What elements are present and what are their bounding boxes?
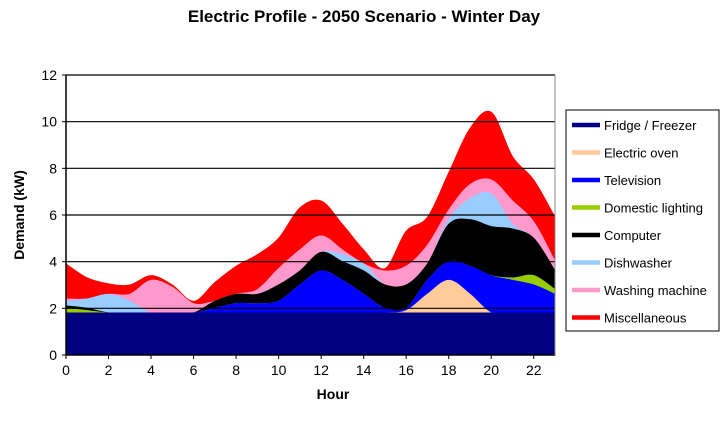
gridlines bbox=[66, 74, 555, 309]
x-tick-label: 2 bbox=[105, 362, 113, 378]
y-tick-label: 8 bbox=[49, 160, 57, 176]
areas bbox=[65, 110, 556, 356]
legend-label: Washing machine bbox=[604, 283, 707, 298]
x-tick-label: 12 bbox=[313, 362, 329, 378]
axes: 0 2 4 6 8 10 12 0 2 4 6 8 10 12 14 16 18 20 22 bbox=[41, 67, 556, 378]
legend-label: Television bbox=[604, 173, 661, 188]
legend-label: Computer bbox=[604, 228, 662, 243]
legend: Fridge / Freezer Electric oven Television D… bbox=[565, 109, 720, 332]
x-tick-label: 6 bbox=[190, 362, 198, 378]
legend-label: Dishwasher bbox=[604, 256, 673, 271]
x-tick-label: 20 bbox=[483, 362, 499, 378]
y-tick-label: 4 bbox=[49, 254, 57, 270]
x-tick-label: 18 bbox=[441, 362, 457, 378]
x-tick-label: 8 bbox=[232, 362, 240, 378]
y-axis-label: Demand (kW) bbox=[11, 170, 27, 259]
x-tick-label: 4 bbox=[147, 362, 155, 378]
x-tick-label: 0 bbox=[62, 362, 70, 378]
x-tick-label: 16 bbox=[398, 362, 414, 378]
x-tick-label: 14 bbox=[356, 362, 372, 378]
chart-title: Electric Profile - 2050 Scenario - Winte… bbox=[188, 7, 541, 26]
y-tick-label: 12 bbox=[41, 67, 57, 83]
legend-label: Fridge / Freezer bbox=[604, 118, 697, 133]
y-tick-label: 0 bbox=[49, 347, 57, 363]
legend-label: Electric oven bbox=[604, 146, 678, 161]
y-tick-label: 10 bbox=[41, 114, 57, 130]
legend-label: Miscellaneous bbox=[604, 311, 687, 326]
y-tick-label: 6 bbox=[49, 207, 57, 223]
area-fridge-freezer bbox=[65, 312, 556, 356]
x-axis-label: Hour bbox=[317, 386, 350, 402]
x-tick-label: 22 bbox=[526, 362, 542, 378]
x-tick-label: 10 bbox=[271, 362, 287, 378]
legend-label: Domestic lighting bbox=[604, 201, 703, 216]
y-tick-label: 2 bbox=[49, 300, 57, 316]
legend-box bbox=[565, 109, 720, 332]
